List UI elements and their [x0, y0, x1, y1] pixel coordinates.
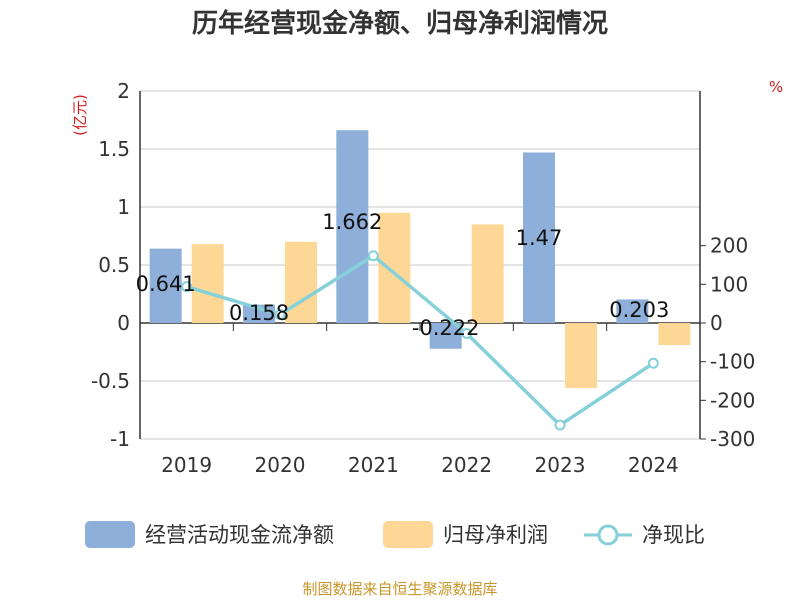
ratio-point [461, 327, 473, 339]
legend-swatch-profit [383, 521, 433, 548]
bar-profit [658, 323, 691, 346]
ratio-point [181, 281, 193, 293]
data-label: 0.641 [136, 272, 196, 296]
data-label: 0.158 [229, 301, 289, 325]
bar-cashflow [523, 152, 555, 323]
ratio-point [647, 357, 659, 369]
bar-profit [471, 224, 504, 323]
y-left-tick-label: 0.5 [98, 253, 130, 277]
bar-profit [565, 323, 597, 388]
bars [149, 130, 691, 388]
data-labels: 0.641 0.158 1.662 -0.222 1.47 0.203 [136, 210, 670, 340]
y-left-tick-label: 0 [117, 311, 130, 335]
ratio-point [367, 250, 379, 262]
bar-cashflow [149, 248, 182, 323]
x-tick-label: 2023 [535, 453, 586, 477]
legend: 经营活动现金流净额 归母净利润 净现比 [85, 521, 705, 548]
y-left-tick-label: 1.5 [98, 137, 130, 161]
x-tick-label: 2021 [348, 453, 399, 477]
chart-title: 历年经营现金净额、归母净利润情况 [192, 8, 608, 39]
data-label: -0.222 [412, 316, 480, 340]
x-tick-label: 2022 [441, 453, 492, 477]
y-right-tick-label: 100 [710, 272, 748, 296]
legend-swatch-ratio-marker [597, 524, 619, 546]
ratio-point [274, 308, 286, 320]
x-tick-label: 2024 [628, 453, 679, 477]
bar-cashflow [336, 130, 369, 323]
y-left-tick-label: 2 [117, 79, 130, 103]
legend-label-ratio: 净现比 [642, 523, 705, 547]
data-label: 1.662 [322, 210, 382, 234]
x-tick-label: 2020 [255, 453, 306, 477]
y-right-tick-label: -200 [710, 388, 755, 412]
legend-swatch-cashflow [85, 521, 135, 548]
ratio-series-line [186, 253, 655, 428]
y-left-tick-label: -1 [110, 427, 130, 451]
legend-label-profit: 归母净利润 [443, 523, 548, 547]
axes: -1 -0.5 0 0.5 1 1.5 2 -300 -200 -100 0 100 200 2019 20… [91, 79, 755, 477]
y-left-tick-label: 1 [117, 195, 130, 219]
data-label: 1.47 [516, 226, 563, 250]
right-axis-unit: % [769, 78, 783, 96]
bar-profit [191, 244, 224, 323]
data-label: 0.203 [609, 298, 669, 322]
ratio-line [181, 250, 659, 431]
y-right-tick-label: -300 [710, 427, 755, 451]
x-tick-label: 2019 [161, 453, 212, 477]
bar-profit [378, 212, 411, 323]
left-axis-unit: (亿元) [71, 94, 89, 136]
y-right-tick-label: -100 [710, 350, 755, 374]
legend-label-cashflow: 经营活动现金流净额 [145, 523, 334, 547]
y-right-tick-label: 200 [710, 234, 748, 258]
y-right-tick-label: 0 [710, 311, 723, 335]
bar-cashflow [429, 323, 462, 349]
bar-cashflow [616, 299, 649, 323]
bar-profit [285, 241, 317, 323]
ratio-point [554, 419, 566, 431]
y-left-tick-label: -0.5 [91, 369, 130, 393]
data-source: 制图数据来自恒生聚源数据库 [302, 580, 497, 598]
